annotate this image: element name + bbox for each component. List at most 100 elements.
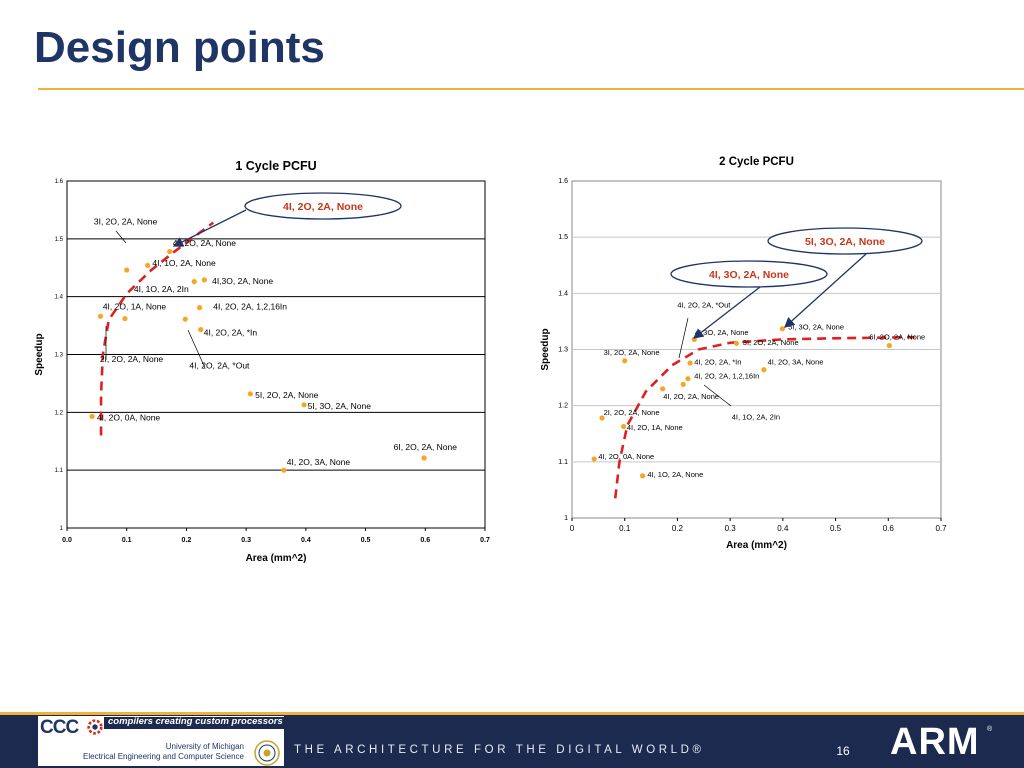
x-tick-label: 0.4 [777, 524, 789, 533]
callout-arrow [784, 253, 867, 328]
university-name: University of Michigan [165, 742, 244, 751]
point-label: 4I,3O, 2A, None [212, 276, 273, 286]
footer-accent-rule [0, 712, 1024, 715]
ccc-tagline: compilers creating custom processors [108, 716, 283, 727]
callout-ellipse [670, 260, 828, 288]
point-label: 4I, 2O, 2A, *In [204, 327, 258, 337]
x-tick-label: 0.5 [361, 537, 371, 544]
data-point [145, 262, 151, 269]
data-point [247, 391, 253, 397]
y-axis-label: Speedup [34, 333, 45, 375]
leader-line [115, 230, 127, 244]
x-axis-label: Area (mm^2) [246, 553, 307, 564]
point-label: 4I, 2O, 0A, None [598, 452, 654, 461]
data-point [201, 277, 207, 283]
y-tick-label: 1.6 [558, 178, 568, 185]
y-tick-label: 1.2 [558, 403, 568, 410]
gear-icon [87, 719, 103, 735]
title-divider [38, 88, 1024, 90]
data-point [591, 456, 597, 462]
data-point [124, 267, 130, 273]
chart-1-cycle-pcfu: 1 1.1 1.2 1.3 1.4 1.5 1.6 0.0 0.1 0.2 0.3 0.4 0.5 0.6… [34, 159, 490, 564]
point-label: 2I, 2O, 2A, None [604, 408, 660, 417]
data-point [281, 467, 287, 473]
y-tick-label: 1 [60, 526, 64, 532]
callout-text: 4I, 2O, 2A, None [283, 201, 363, 213]
callout-text: 5I, 3O, 2A, None [805, 236, 885, 248]
point-label: 3I, 2O, 2A, None [94, 216, 158, 226]
x-tick-label: 0.4 [301, 537, 311, 544]
point-label: 4I, 2O, 1A, None [103, 301, 167, 311]
point-label: 4I, 1O, 2A, 2In [134, 284, 189, 294]
data-point [733, 340, 740, 346]
data-point [622, 358, 628, 364]
point-label: 4I, 1O, 2A, None [647, 470, 703, 479]
arm-logo: ARM [890, 721, 980, 763]
point-label: 2I, 2O, 2A, None [100, 354, 164, 364]
x-tick-label: 0.2 [672, 524, 684, 533]
point-label: 3I, 2O, 2A, None [743, 338, 799, 347]
point-label: 5I, 3O, 2A, None [308, 401, 372, 411]
y-tick-label: 1.6 [55, 179, 64, 185]
data-point [599, 415, 605, 421]
callout-ellipse [767, 227, 923, 255]
data-point [685, 376, 691, 382]
point-label: 6I, 2O, 2A, None [869, 332, 925, 341]
point-label: 6I, 2O, 2A, None [394, 442, 458, 452]
pareto-trend-line [613, 335, 915, 499]
point-label: 4I, 2O, 2A, None [663, 392, 719, 401]
y-tick-label: 1.4 [55, 295, 64, 301]
data-point [421, 455, 427, 461]
x-tick-label: 0.2 [182, 537, 192, 544]
point-label: 5I, 3O, 2A, None [788, 322, 844, 331]
x-tick-label: 0.6 [883, 524, 895, 533]
data-point [167, 248, 173, 255]
university-seal-icon [254, 740, 280, 766]
data-point [621, 423, 627, 430]
point-label: 5I, 2O, 2A, None [255, 390, 319, 400]
x-tick-label: 0.0 [62, 537, 72, 544]
x-tick-label: 0 [570, 524, 575, 533]
tagline-banner [104, 717, 284, 729]
point-label: 4I, 2O, 2A, 1,2,16In [694, 372, 759, 381]
leader-line [678, 317, 689, 359]
page-number: 16 [836, 744, 850, 758]
y-tick-label: 1 [564, 515, 568, 522]
leader-line [187, 329, 206, 369]
y-tick-label: 1.1 [55, 468, 64, 474]
callout-text: 4I, 3O, 2A, None [709, 269, 789, 281]
chart-2-cycle-pcfu: 1 1.1 1.2 1.3 1.4 1.5 1.6 0 0.1 0.2 0.3 0.4 0.5 0.6 0.… [540, 156, 947, 551]
point-label: 4I, 2O, 2A, *In [694, 358, 741, 367]
data-point [191, 279, 197, 285]
data-point [196, 305, 203, 311]
y-tick-label: 1.5 [558, 234, 568, 241]
point-label: 3I, 2O, 2A, None [604, 348, 660, 357]
y-tick-label: 1.3 [55, 353, 64, 359]
point-label: 4I, 2O, 0A, None [97, 412, 161, 422]
slide-title: Design points [34, 23, 325, 72]
x-tick-label: 0.7 [935, 524, 947, 533]
y-tick-label: 1.5 [55, 237, 64, 243]
data-point [198, 327, 204, 333]
data-point [687, 360, 693, 366]
point-label: 4I, 2O, 3A, None [287, 457, 351, 467]
point-label: 4I, 2O, 3A, None [768, 358, 824, 367]
data-point [761, 367, 767, 373]
chart-title: 2 Cycle PCFU [719, 156, 794, 168]
y-tick-label: 1.3 [558, 347, 568, 354]
x-tick-label: 0.1 [619, 524, 631, 533]
x-tick-label: 0.5 [830, 524, 842, 533]
architecture-tagline: THE ARCHITECTURE FOR THE DIGITAL WORLD® [294, 744, 705, 756]
point-label: 4I, 2O, 2A, 1,2,16In [213, 301, 287, 311]
charts-canvas: 1 1.1 1.2 1.3 1.4 1.5 1.6 0.0 0.1 0.2 0.3 0.4 0.5 0.6… [34, 156, 947, 564]
callout-arrow [692, 286, 761, 339]
point-label: 4I, 1O, 2A, None [152, 258, 216, 268]
data-point [640, 473, 646, 479]
x-tick-label: 0.3 [725, 524, 737, 533]
data-point [301, 402, 307, 408]
data-point [97, 313, 104, 319]
x-tick-label: 0.3 [241, 537, 251, 544]
department-name: Electrical Engineering and Computer Scie… [83, 752, 244, 761]
y-tick-label: 1.1 [558, 459, 568, 466]
point-label: 4I, 2O, 2A, *Out [677, 300, 731, 309]
